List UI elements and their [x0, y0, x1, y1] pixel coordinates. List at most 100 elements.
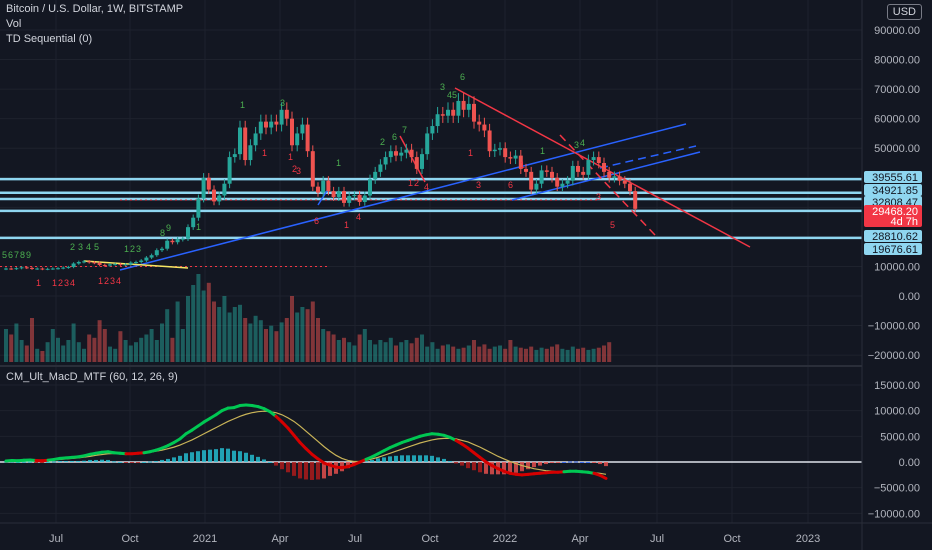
- candle-body: [30, 267, 34, 269]
- blue-trendline-lower[interactable]: [511, 151, 701, 201]
- volume-bar: [108, 346, 112, 362]
- time-axis-label: Jul: [650, 533, 664, 545]
- red-trendline-short[interactable]: [399, 135, 426, 183]
- macd-histogram-bar: [430, 455, 434, 462]
- candle-body: [149, 255, 154, 258]
- macd-histogram-bar: [250, 454, 254, 462]
- candle-body: [87, 261, 92, 263]
- blue-trendline[interactable]: [119, 123, 687, 271]
- candle-body: [388, 151, 393, 158]
- td-buy-count: 8: [160, 228, 165, 238]
- candle-body: [295, 133, 300, 146]
- macd-histogram-bar: [436, 457, 440, 462]
- td-sequential-legend[interactable]: TD Sequential (0): [6, 33, 93, 45]
- volume-bar: [378, 340, 383, 362]
- yellow-trendline[interactable]: [83, 260, 189, 269]
- macd-histogram-bar: [328, 462, 332, 476]
- price-tag-label: 34921.85: [872, 185, 918, 197]
- candle-body: [477, 121, 482, 125]
- volume-bar: [279, 322, 284, 362]
- macd-histogram-bar: [376, 458, 380, 462]
- volume-bar: [342, 337, 346, 362]
- volume-bar: [368, 340, 372, 362]
- time-axis-label: 2023: [796, 533, 820, 545]
- volume-bar: [175, 301, 180, 362]
- volume-bar: [539, 347, 544, 362]
- symbol-title[interactable]: Bitcoin / U.S. Dollar, 1W, BITSTAMP: [6, 3, 184, 15]
- td-sell-count: 4: [424, 182, 429, 192]
- time-axis[interactable]: Jul Oct 2021 Apr Jul Oct 2022 Apr Jul Oct 2023: [49, 533, 820, 545]
- signal-line: [5, 410, 607, 475]
- volume-bar: [123, 340, 128, 362]
- price-tag-box: [864, 230, 922, 242]
- macd-histogram-bar: [112, 461, 116, 463]
- td-sell-count: 1: [262, 148, 267, 158]
- candle-body: [206, 177, 211, 190]
- volume-bar: [295, 312, 300, 362]
- macd-histogram-bar: [46, 462, 50, 463]
- volume-bar: [518, 347, 523, 362]
- volume-bar: [206, 282, 211, 362]
- macd-axis[interactable]: 15000.00 10000.00 5000.00 0.00 −5000.00 −1000…: [868, 380, 920, 520]
- macd-histogram-bar: [526, 462, 530, 470]
- macd-axis-label: 5000.00: [880, 431, 920, 443]
- macd-histogram-bar: [22, 461, 26, 463]
- macd-histogram-bar: [280, 462, 284, 470]
- macd-legend-title[interactable]: CM_Ult_MacD_MTF (60, 12, 26, 9): [6, 371, 178, 383]
- macd-axis-label: −10000.00: [868, 508, 920, 520]
- td-buy-count: 6: [460, 72, 465, 82]
- macd-histogram-bar: [388, 456, 392, 462]
- td-buy-count: 9: [26, 250, 31, 260]
- candle-body: [336, 191, 341, 197]
- td-sell-count: 6: [314, 216, 319, 226]
- macd-histogram-bar: [208, 449, 212, 462]
- td-buy-count: 6: [392, 132, 397, 142]
- candle-body: [461, 100, 466, 110]
- horizontal-levels[interactable]: [0, 177, 862, 267]
- blue-dashed-trendline[interactable]: [599, 145, 697, 169]
- candle-body: [139, 260, 144, 263]
- volume-bar: [76, 342, 81, 362]
- volume-bar: [560, 348, 565, 362]
- macd-histogram-bar: [40, 462, 44, 463]
- price-tag-box: [864, 243, 922, 255]
- red-dashed-trendline[interactable]: [559, 134, 656, 236]
- volume-bar: [503, 348, 508, 362]
- macd-histogram-bar: [76, 460, 80, 462]
- time-axis-label: Jul: [49, 533, 63, 545]
- candle-body: [160, 248, 164, 251]
- volume-bar: [607, 342, 612, 362]
- candle-body: [144, 257, 149, 261]
- candle-body: [347, 196, 352, 203]
- candle-body: [581, 171, 586, 175]
- macd-histogram-bar: [220, 448, 224, 462]
- volume-legend[interactable]: Vol: [6, 18, 22, 30]
- volume-bar: [61, 345, 66, 362]
- volume-bar: [420, 334, 424, 362]
- macd-histogram-bar: [124, 462, 128, 463]
- td-sell-count: 5: [610, 220, 615, 230]
- candle-body: [238, 127, 242, 155]
- price-axis-label: 10000.00: [874, 261, 920, 273]
- currency-button[interactable]: USD: [886, 4, 922, 20]
- volume-bar: [92, 337, 97, 362]
- price-tag-box: [864, 184, 922, 196]
- macd-histogram-bar: [592, 462, 596, 463]
- candle-body: [378, 164, 383, 172]
- candle-body: [612, 176, 617, 178]
- macd-histogram-bar: [142, 462, 146, 463]
- candle-body: [508, 157, 513, 159]
- candle-body: [4, 268, 8, 270]
- volume-bar: [316, 318, 320, 362]
- td-buy-count: 1: [124, 244, 129, 254]
- macd-histogram-bar: [520, 462, 524, 472]
- td-buy-count: 3: [574, 140, 579, 150]
- volume-bar: [217, 307, 222, 362]
- candle-body: [191, 217, 196, 228]
- td-sell-count: 6: [508, 180, 513, 190]
- candle-body: [170, 240, 175, 243]
- volume-bar: [232, 307, 237, 362]
- time-axis-label: 2022: [493, 533, 517, 545]
